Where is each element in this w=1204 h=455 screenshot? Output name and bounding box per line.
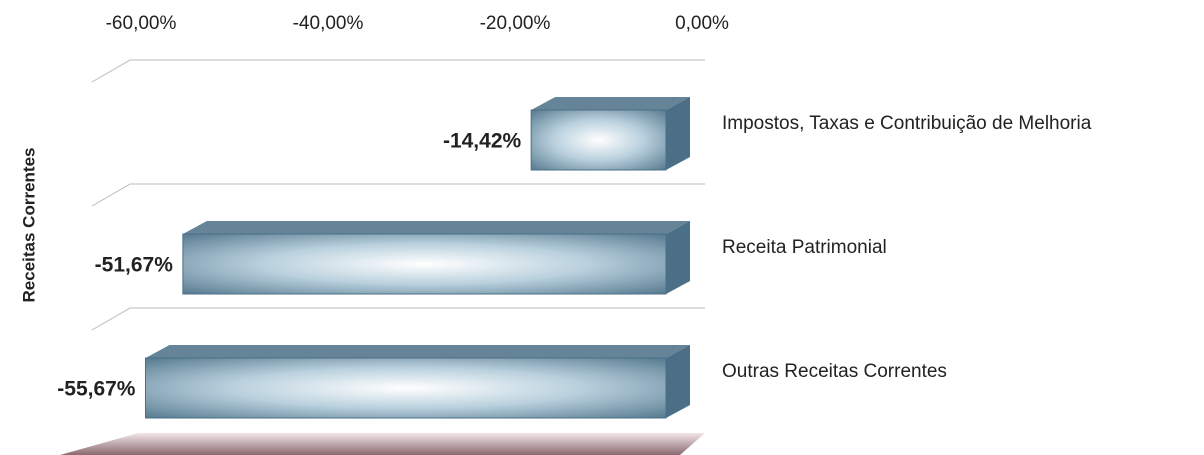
bar — [182, 233, 667, 295]
value-label: -14,42% — [443, 130, 522, 153]
category-label: Outras Receitas Correntes — [722, 361, 947, 382]
separator — [91, 183, 705, 207]
separator — [91, 59, 705, 83]
bar-side — [666, 221, 690, 294]
bar-top — [182, 221, 690, 234]
value-label: -51,67% — [95, 254, 174, 277]
bar — [144, 357, 667, 419]
bar-side — [666, 97, 690, 170]
value-label: -55,67% — [57, 378, 136, 401]
x-tick-label: -60,00% — [106, 13, 177, 34]
bar-top — [145, 345, 691, 358]
x-tick-label: 0,00% — [675, 13, 729, 34]
floor — [60, 433, 705, 455]
bar-side — [666, 345, 690, 418]
bar-top — [531, 97, 690, 110]
category-label: Receita Patrimonial — [722, 237, 887, 258]
separator — [91, 307, 705, 331]
y-axis-title: Receitas Correntes — [19, 148, 38, 303]
x-tick-label: -20,00% — [480, 13, 551, 34]
x-tick-label: -40,00% — [293, 13, 364, 34]
category-label: Impostos, Taxas e Contribuição de Melhor… — [722, 113, 1092, 134]
bar — [530, 109, 667, 171]
